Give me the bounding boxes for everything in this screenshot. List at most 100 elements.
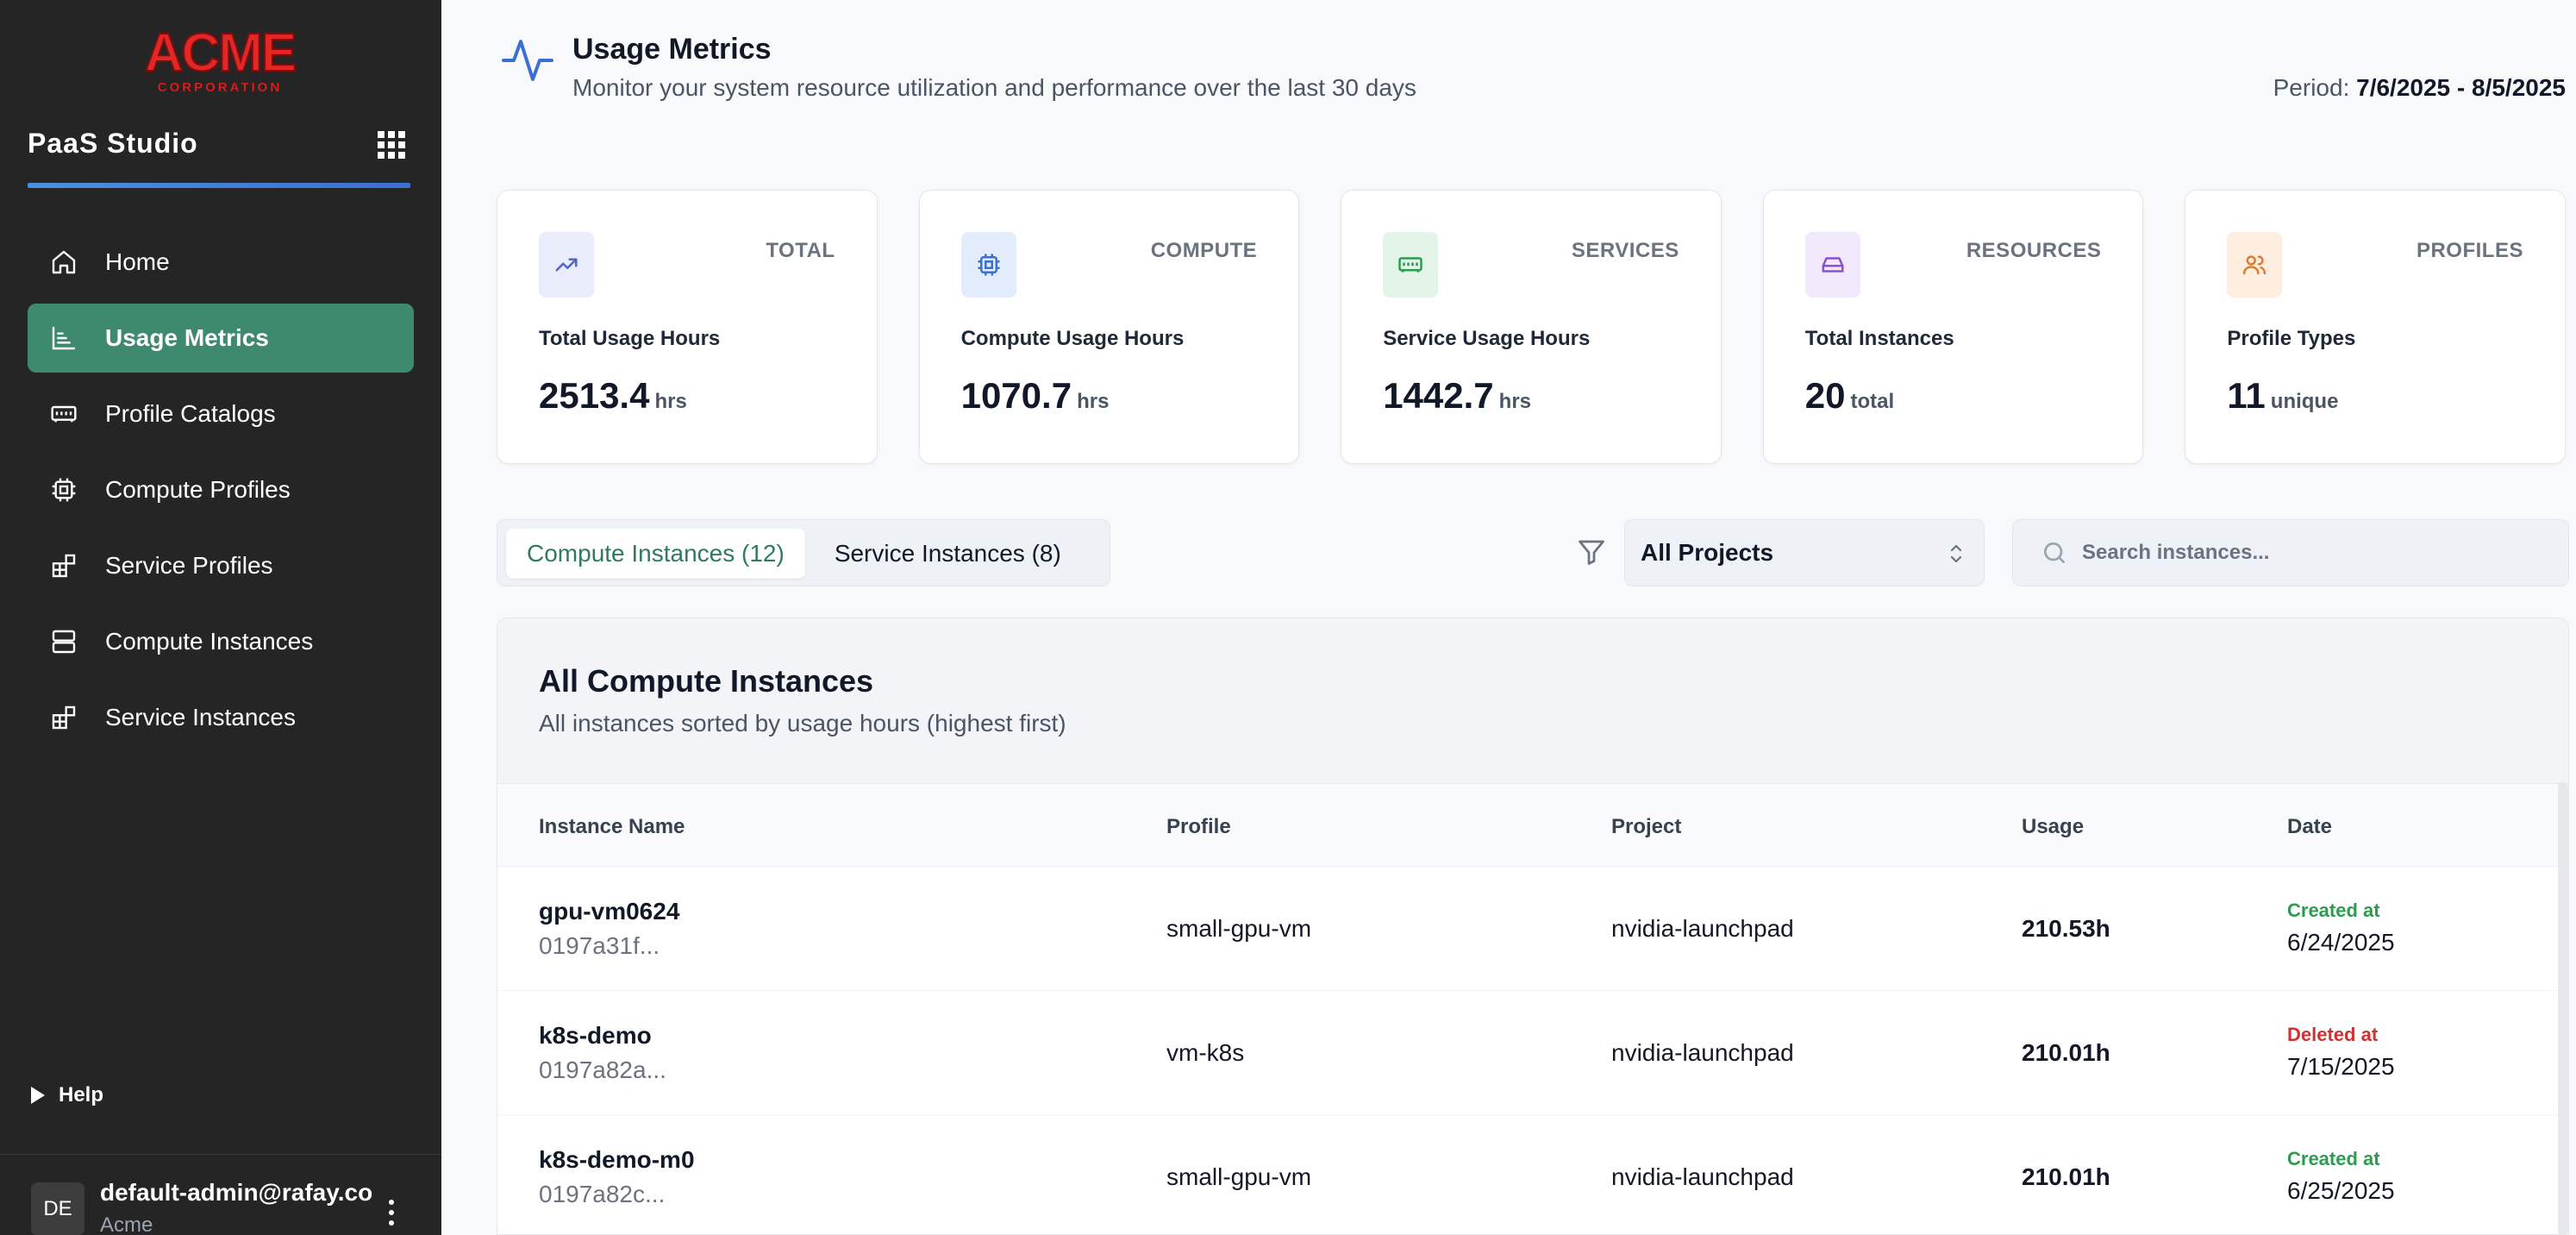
- card-category: COMPUTE: [1150, 239, 1258, 262]
- compute-instances-table: All Compute Instances All instances sort…: [497, 618, 2569, 1235]
- sidebar: ACME CORPORATION PaaS Studio Home Usage …: [0, 0, 441, 1235]
- project-select-value: All Projects: [1641, 539, 1774, 566]
- card-value-unit: hrs: [654, 390, 687, 413]
- cpu-icon: [960, 232, 1016, 298]
- instance-id: 0197a82a...: [539, 1056, 666, 1083]
- column-header-project[interactable]: Project: [1611, 815, 1682, 838]
- sidebar-item-usage-metrics[interactable]: Usage Metrics: [28, 304, 414, 373]
- users-icon: [2227, 232, 2283, 298]
- table-row[interactable]: gpu-vm0624 0197a31f... small-gpu-vm nvid…: [497, 867, 2568, 991]
- stat-card-profiles: PROFILES Profile Types 11 unique: [2185, 190, 2566, 464]
- card-value-number: 1442.7: [1383, 375, 1494, 416]
- table-row[interactable]: k8s-demo-m0 0197a82c... small-gpu-vm nvi…: [497, 1115, 2568, 1234]
- instance-name: gpu-vm0624: [539, 898, 680, 925]
- svg-text:CORPORATION: CORPORATION: [158, 80, 282, 95]
- help-toggle[interactable]: Help: [31, 1083, 103, 1107]
- instance-profile: small-gpu-vm: [1166, 915, 1312, 942]
- instance-usage: 210.01h: [2022, 1163, 2110, 1190]
- card-value-number: 2513.4: [539, 375, 650, 416]
- card-label: Service Usage Hours: [1383, 327, 1591, 350]
- instance-name: k8s-demo-m0: [539, 1146, 695, 1173]
- sidebar-item-service-profiles[interactable]: Service Profiles: [28, 531, 414, 600]
- card-value: 2513.4 hrs: [539, 375, 687, 417]
- table-subtitle: All instances sorted by usage hours (hig…: [539, 710, 1066, 737]
- triangle-right-icon: [31, 1087, 45, 1104]
- sidebar-item-compute-instances[interactable]: Compute Instances: [28, 607, 414, 676]
- user-org: Acme: [100, 1213, 153, 1235]
- drive-icon: [1804, 232, 1860, 298]
- sidebar-item-label: Service Instances: [105, 704, 296, 730]
- instance-id: 0197a31f...: [539, 932, 660, 959]
- sidebar-item-profile-catalogs[interactable]: Profile Catalogs: [28, 379, 414, 448]
- sidebar-item-label: Usage Metrics: [105, 324, 269, 351]
- app-title: PaaS Studio: [28, 128, 198, 159]
- card-value-unit: total: [1850, 390, 1895, 413]
- project-select[interactable]: All Projects: [1624, 519, 1985, 586]
- card-value-unit: hrs: [1498, 390, 1532, 413]
- filter-icon: [1579, 540, 1604, 565]
- acme-logo: ACME CORPORATION: [144, 22, 298, 95]
- search-box: [2012, 519, 2569, 586]
- instance-profile: small-gpu-vm: [1166, 1163, 1312, 1190]
- card-value-unit: hrs: [1077, 390, 1110, 413]
- card-value: 1442.7 hrs: [1383, 375, 1531, 417]
- stat-card-resources: RESOURCES Total Instances 20 total: [1762, 190, 2144, 464]
- page-title: Usage Metrics: [572, 33, 772, 66]
- user-email: default-admin@rafay.co: [100, 1179, 373, 1206]
- card-value-unit: unique: [2270, 390, 2339, 413]
- apps-grid-icon[interactable]: [376, 129, 407, 160]
- cpu-icon: [52, 478, 76, 502]
- period-range: Period: 7/6/2025 - 8/5/2025: [2273, 74, 2566, 102]
- card-category: TOTAL: [766, 239, 835, 262]
- avatar[interactable]: DE: [31, 1182, 84, 1235]
- help-label: Help: [59, 1083, 104, 1106]
- instance-usage: 210.01h: [2022, 1039, 2110, 1066]
- stat-card-compute: COMPUTE Compute Usage Hours 1070.7 hrs: [918, 190, 1300, 464]
- card-category: RESOURCES: [1966, 239, 2102, 262]
- trending-up-icon: [539, 232, 594, 298]
- sidebar-item-label: Compute Profiles: [105, 476, 291, 503]
- instance-date: 6/25/2025: [2287, 1177, 2395, 1204]
- sidebar-item-home[interactable]: Home: [28, 228, 414, 297]
- page-subtitle: Monitor your system resource utilization…: [572, 74, 1416, 101]
- instance-project: nvidia-launchpad: [1611, 915, 1794, 942]
- tab-compute-instances[interactable]: Compute Instances (12): [506, 529, 805, 579]
- instance-name: k8s-demo: [539, 1022, 652, 1049]
- column-header-usage[interactable]: Usage: [2022, 815, 2085, 838]
- chevron-up-down-icon: [1950, 544, 1962, 563]
- table-title: All Compute Instances: [539, 663, 874, 699]
- card-label: Compute Usage Hours: [960, 327, 1185, 350]
- period-value: 7/6/2025 - 8/5/2025: [2356, 74, 2566, 101]
- instance-profile: vm-k8s: [1166, 1039, 1245, 1066]
- card-value: 1070.7 hrs: [961, 375, 1110, 417]
- main-content: Usage Metrics Monitor your system resour…: [441, 0, 2576, 1235]
- column-header-profile[interactable]: Profile: [1166, 815, 1231, 838]
- instance-project: nvidia-launchpad: [1611, 1039, 1794, 1066]
- status-label: Deleted at: [2287, 1024, 2379, 1045]
- home-icon: [52, 250, 76, 274]
- blocks-icon: [52, 554, 76, 578]
- server-icon: [52, 630, 76, 654]
- sidebar-nav: Home Usage Metrics Profile Catalogs Comp…: [28, 228, 414, 759]
- card-value: 20 total: [1805, 375, 1894, 417]
- stat-card-services: SERVICES Service Usage Hours 1442.7 hrs: [1341, 190, 1722, 464]
- instance-id: 0197a82c...: [539, 1181, 666, 1207]
- card-label: Total Usage Hours: [539, 327, 721, 350]
- table-scrollbar[interactable]: [2558, 782, 2568, 1234]
- stat-cards: TOTAL Total Usage Hours 2513.4 hrs COMPUT…: [497, 190, 2566, 464]
- period-label: Period:: [2273, 74, 2350, 101]
- instance-usage: 210.53h: [2022, 915, 2110, 942]
- search-input[interactable]: [2082, 541, 2548, 565]
- tab-service-instances[interactable]: Service Instances (8): [834, 540, 1061, 567]
- instance-tabs: Compute Instances (12) Service Instances…: [497, 519, 1110, 586]
- card-value-number: 1070.7: [960, 375, 1072, 416]
- sidebar-item-service-instances[interactable]: Service Instances: [28, 683, 414, 752]
- more-vertical-icon[interactable]: [386, 1198, 397, 1227]
- column-header-instance-name[interactable]: Instance Name: [539, 815, 685, 838]
- card-category: PROFILES: [2416, 239, 2523, 262]
- card-label: Profile Types: [2227, 327, 2356, 350]
- table-row[interactable]: k8s-demo 0197a82a... vm-k8s nvidia-launc…: [497, 991, 2568, 1115]
- table-header-section: All Compute Instances All instances sort…: [497, 618, 2568, 784]
- sidebar-item-compute-profiles[interactable]: Compute Profiles: [28, 455, 414, 524]
- column-header-date[interactable]: Date: [2287, 815, 2333, 838]
